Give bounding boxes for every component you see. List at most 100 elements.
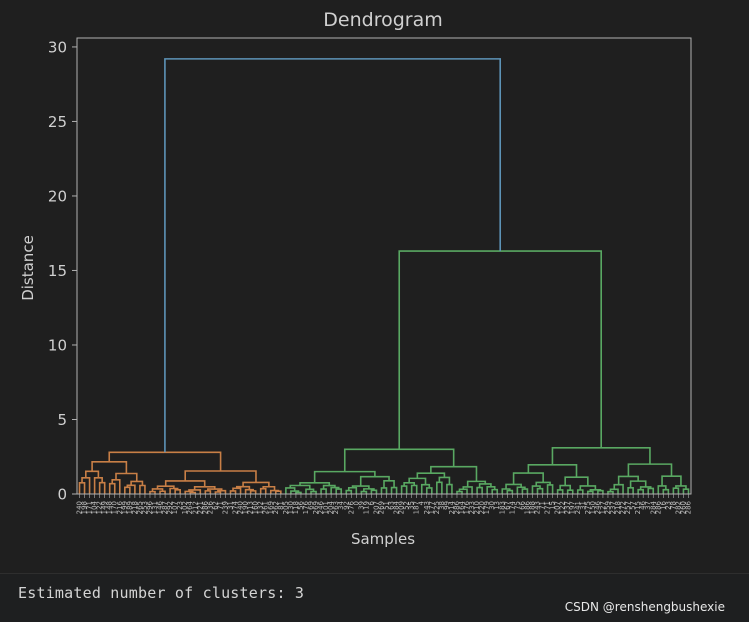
dendrogram-link (259, 487, 267, 494)
x-tick-label: 207 (372, 501, 380, 514)
dendrogram-link (229, 490, 237, 494)
x-tick-label: 176 (463, 500, 471, 514)
dendrogram-link (174, 488, 181, 494)
x-tick-label: 263 (332, 501, 340, 514)
dendrogram-link (244, 488, 254, 494)
x-tick-label: 269 (377, 501, 385, 514)
y-axis-ticks: 0 5 10 15 20 25 30 (48, 38, 77, 504)
x-tick-label: 46 (639, 500, 647, 509)
x-tick-label: 39 (357, 501, 365, 510)
dendrogram-link (627, 487, 634, 494)
x-tick-label: 71 (216, 501, 224, 510)
x-tick-label: 176 (302, 500, 310, 514)
dendrogram-link (446, 483, 453, 494)
y-axis-label: Distance (19, 235, 37, 301)
x-tick-label: 261 (262, 501, 270, 514)
x-tick-label: 189 (126, 501, 134, 514)
x-tick-label: 284 (649, 500, 657, 514)
x-tick-label: 107 (171, 501, 179, 514)
dendrogram-link (491, 488, 499, 494)
x-tick-label: 292 (166, 501, 174, 514)
x-tick-label: 160 (252, 501, 260, 514)
x-tick-label: 148 (106, 501, 114, 514)
dendrogram-link (559, 484, 572, 491)
dendrogram-link (207, 488, 223, 491)
x-tick-label: 240 (237, 501, 245, 514)
x-tick-label: 190 (242, 501, 250, 514)
x-tick-label: 31 (579, 501, 587, 510)
dendrogram-link (242, 481, 270, 487)
dendrogram-link (662, 488, 670, 494)
dendrogram-link (249, 490, 257, 494)
x-tick-label: 34 (337, 500, 345, 509)
x-tick-label: 127 (599, 501, 607, 514)
dendrogram-link (657, 485, 667, 494)
dendrogram-link (289, 484, 311, 490)
dendrogram-link (420, 483, 431, 494)
x-tick-label: 243 (534, 501, 542, 514)
y-tick-label: 0 (57, 486, 67, 504)
x-tick-label: 122 (96, 501, 104, 514)
dendrogram-link (204, 490, 212, 494)
dendrogram-link (78, 482, 86, 494)
dendrogram-link (400, 485, 408, 494)
x-tick-label: 63 (388, 501, 396, 510)
dendrogram-link (188, 489, 202, 494)
x-tick-label: 119 (362, 501, 370, 514)
dendrogram-link (398, 250, 602, 450)
x-tick-label: 30 (488, 501, 496, 510)
dendrogram-link (639, 486, 652, 490)
x-tick-label: 246 (594, 500, 602, 514)
dendrogram-link (111, 479, 121, 494)
dendrogram-link (506, 489, 514, 494)
x-tick-label: 15 (549, 501, 557, 510)
output-text: Estimated number of clusters: 3 (18, 584, 305, 602)
x-tick-label: 102 (181, 501, 189, 514)
dendrogram-link (217, 489, 227, 494)
dendrogram-link (184, 490, 194, 494)
x-tick-label: 213 (247, 501, 255, 514)
dendrogram-link (627, 463, 673, 477)
x-tick-label: 56 (297, 500, 305, 509)
dendrogram-link (130, 480, 144, 486)
dendrogram-link (295, 491, 302, 494)
dendrogram-link (363, 488, 375, 492)
x-tick-label: 131 (151, 501, 159, 514)
x-tick-label: 179 (483, 501, 491, 514)
dendrogram-link (269, 489, 280, 494)
x-tick-label: 236 (206, 500, 214, 514)
dendrogram-link (521, 488, 529, 494)
y-tick-label: 30 (48, 38, 67, 56)
dendrogram-link (124, 486, 131, 494)
x-tick-label: 99 (443, 501, 451, 510)
dendrogram-link (164, 58, 502, 453)
dendrogram-link (98, 481, 106, 494)
x-tick-label: 75 (513, 501, 521, 510)
x-tick-label: 69 (307, 501, 315, 510)
dendrogram-link (672, 487, 680, 494)
x-tick-label: 171 (86, 501, 94, 514)
x-tick-label: 174 (508, 500, 516, 514)
dendrogram-link (617, 475, 639, 485)
x-tick-label: 218 (131, 501, 139, 514)
x-tick-label: 221 (196, 501, 204, 514)
x-tick-label: 104 (91, 500, 99, 514)
x-tick-label: 146 (156, 500, 164, 514)
dendrogram-link (193, 485, 216, 490)
dendrogram-link (501, 488, 511, 494)
dendrogram-link (564, 476, 589, 486)
dendrogram-link (408, 477, 427, 485)
x-tick-label: 71 (539, 501, 547, 510)
dendrogram-link (430, 465, 478, 482)
x-tick-label: 286 (684, 500, 692, 514)
dendrogram-link (466, 480, 487, 487)
y-tick-label: 15 (48, 262, 67, 280)
x-tick-label: 262 (272, 501, 280, 514)
x-axis-tick-labels: 2401981711041221491481702161991892182652… (76, 494, 692, 514)
x-tick-label: 118 (292, 501, 300, 514)
x-tick-label: 216 (116, 500, 124, 514)
x-tick-label: 92 (342, 501, 350, 510)
x-tick-label: 212 (191, 501, 199, 514)
dendrogram-link (184, 470, 257, 483)
output-divider (0, 573, 749, 574)
